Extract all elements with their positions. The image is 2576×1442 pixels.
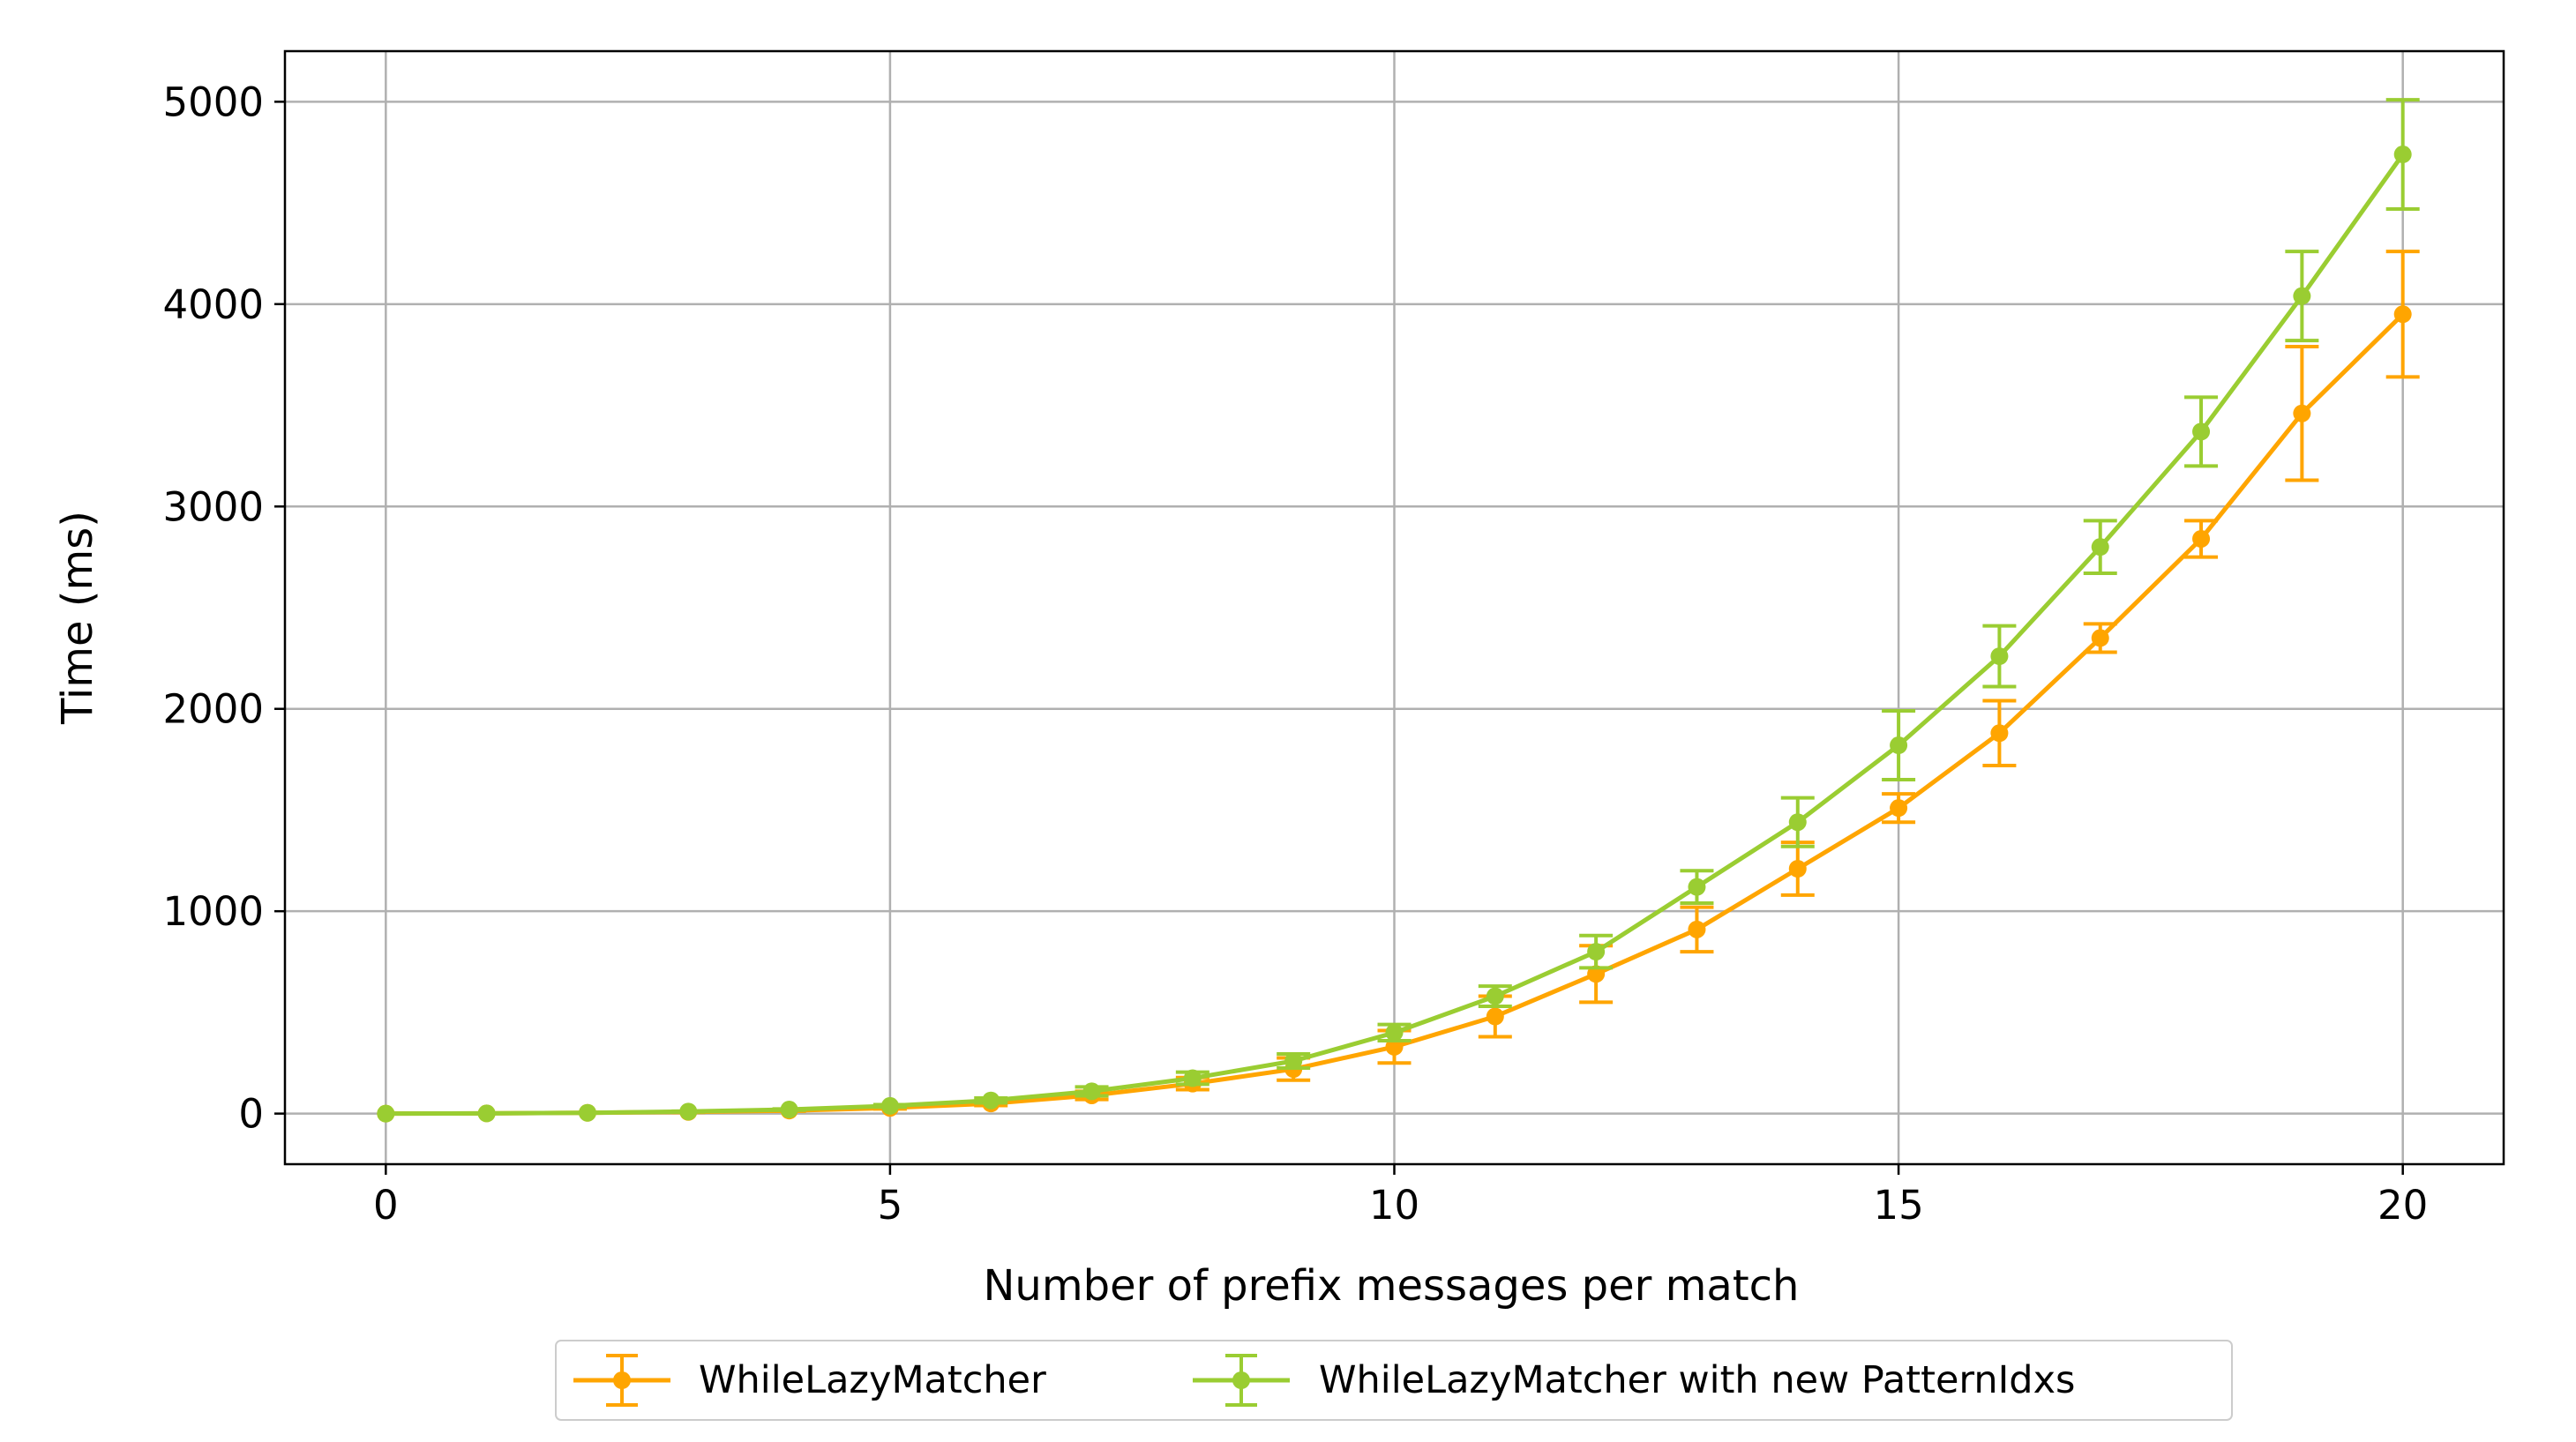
data-point	[1183, 1069, 1202, 1087]
y-tick-label: 0	[238, 1091, 264, 1138]
data-point	[1688, 920, 1706, 938]
series-2	[377, 98, 2420, 1123]
data-point	[1284, 1051, 1303, 1070]
axes	[274, 49, 2505, 1175]
data-point	[2293, 404, 2311, 422]
x-tick-label: 5	[878, 1182, 903, 1229]
tick-labels: 0 5 10 15 20 0 1000 2000 3000 4000 5000	[162, 78, 2428, 1229]
x-tick-label: 0	[373, 1182, 399, 1229]
data-point	[1486, 987, 1504, 1005]
data-point	[2192, 422, 2211, 441]
x-tick-label: 15	[1873, 1182, 1923, 1229]
data-point	[477, 1104, 496, 1123]
legend-marker	[1232, 1371, 1250, 1389]
data-point	[679, 1102, 698, 1121]
data-point	[1788, 859, 1807, 878]
x-axis-label: Number of prefix messages per match	[984, 1261, 1800, 1311]
legend-label-while-lazy-matcher-new-pattern-idxs: WhileLazyMatcher with new PatternIdxs	[1319, 1358, 2075, 1402]
data-point	[1688, 878, 1706, 896]
data-point	[1990, 724, 2009, 743]
data-point	[2091, 629, 2109, 647]
data-point	[1890, 799, 1908, 818]
x-tick-label: 20	[2378, 1182, 2428, 1229]
y-tick-label: 4000	[162, 281, 264, 328]
data-point	[1082, 1082, 1101, 1101]
data-point	[2192, 529, 2211, 548]
y-tick-label: 2000	[162, 686, 264, 733]
data-point	[2393, 146, 2412, 164]
series-group	[377, 98, 2420, 1123]
grid	[285, 51, 2504, 1164]
y-tick-label: 5000	[162, 78, 264, 125]
legend-box	[555, 1340, 2233, 1421]
data-point	[982, 1091, 1000, 1110]
data-point	[377, 1104, 395, 1123]
data-point	[1890, 736, 1908, 755]
y-tick-label: 3000	[162, 483, 264, 530]
data-point	[780, 1101, 798, 1119]
y-tick-label: 1000	[162, 888, 264, 935]
data-point	[2293, 287, 2311, 305]
data-point	[1385, 1023, 1404, 1042]
data-point	[1587, 943, 1606, 961]
legend: WhileLazyMatcher WhileLazyMatcher with n…	[555, 1340, 2233, 1421]
data-point	[578, 1103, 596, 1122]
x-tick-label: 10	[1369, 1182, 1419, 1229]
data-point	[1486, 1007, 1504, 1026]
legend-label-while-lazy-matcher: WhileLazyMatcher	[699, 1358, 1046, 1402]
y-axis-label: Time (ms)	[53, 511, 102, 725]
data-point	[2393, 305, 2412, 324]
plot-frame	[283, 49, 2505, 1166]
data-point	[1788, 813, 1807, 832]
legend-marker	[613, 1371, 631, 1389]
data-point	[1990, 647, 2009, 666]
data-point	[2091, 538, 2109, 557]
data-point	[880, 1096, 899, 1115]
